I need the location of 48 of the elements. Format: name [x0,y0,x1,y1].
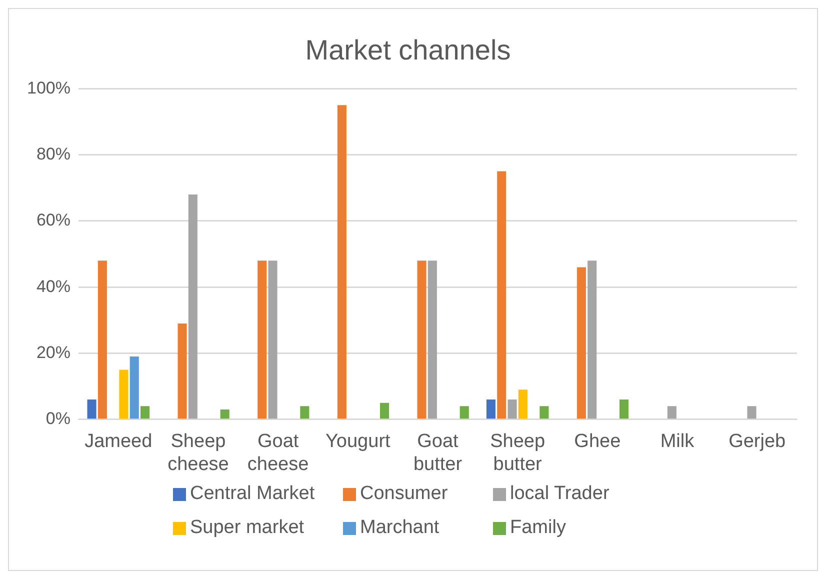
x-tick-label: Milk [660,431,695,452]
bar [540,406,549,419]
bar [188,194,198,419]
bar [140,406,150,419]
bar [300,406,310,419]
y-tick-label: 60% [36,210,70,230]
x-tick-label: Sheep cheese [168,431,229,475]
bar [98,260,107,419]
bar [747,406,756,419]
bar [268,260,278,419]
legend-label: Super market [190,517,304,539]
bar [588,260,597,419]
legend-label: Marchant [360,517,440,539]
y-tick-label: 40% [36,276,70,296]
bar [178,323,187,419]
x-tick-label: Ghee [574,431,621,452]
chart-title: Market channels [305,34,511,66]
x-tick-label: Jameed [84,431,152,452]
bar [337,105,346,419]
bar [130,356,139,419]
x-tick-label: Goat butter [413,431,463,475]
bar [518,390,528,419]
legend-label: Central Market [190,483,315,505]
legend-label: local Trader [510,483,610,505]
x-tick-label: Gerjeb [728,431,786,452]
legend-label: Family [510,517,566,539]
x-tick-label: Yougurt [326,431,392,452]
bar [258,260,267,419]
bar [667,406,676,419]
legend-label: Consumer [360,483,448,505]
bar [460,406,469,419]
bar [620,400,629,419]
bar [428,260,437,419]
bar [508,400,517,419]
x-tick-label: Sheep butter [490,431,546,475]
bar [576,267,586,419]
y-tick-label: 20% [36,342,70,362]
y-tick-label: 80% [36,144,70,164]
y-tick-label: 100% [26,78,70,98]
y-tick-label: 0% [46,409,70,428]
bar [380,402,390,419]
bar [497,171,506,419]
x-tick-label: Goat cheese [247,431,309,475]
bar [87,400,96,419]
bar [119,370,128,419]
bar [417,260,426,419]
bar [220,409,230,419]
bar [486,400,496,419]
